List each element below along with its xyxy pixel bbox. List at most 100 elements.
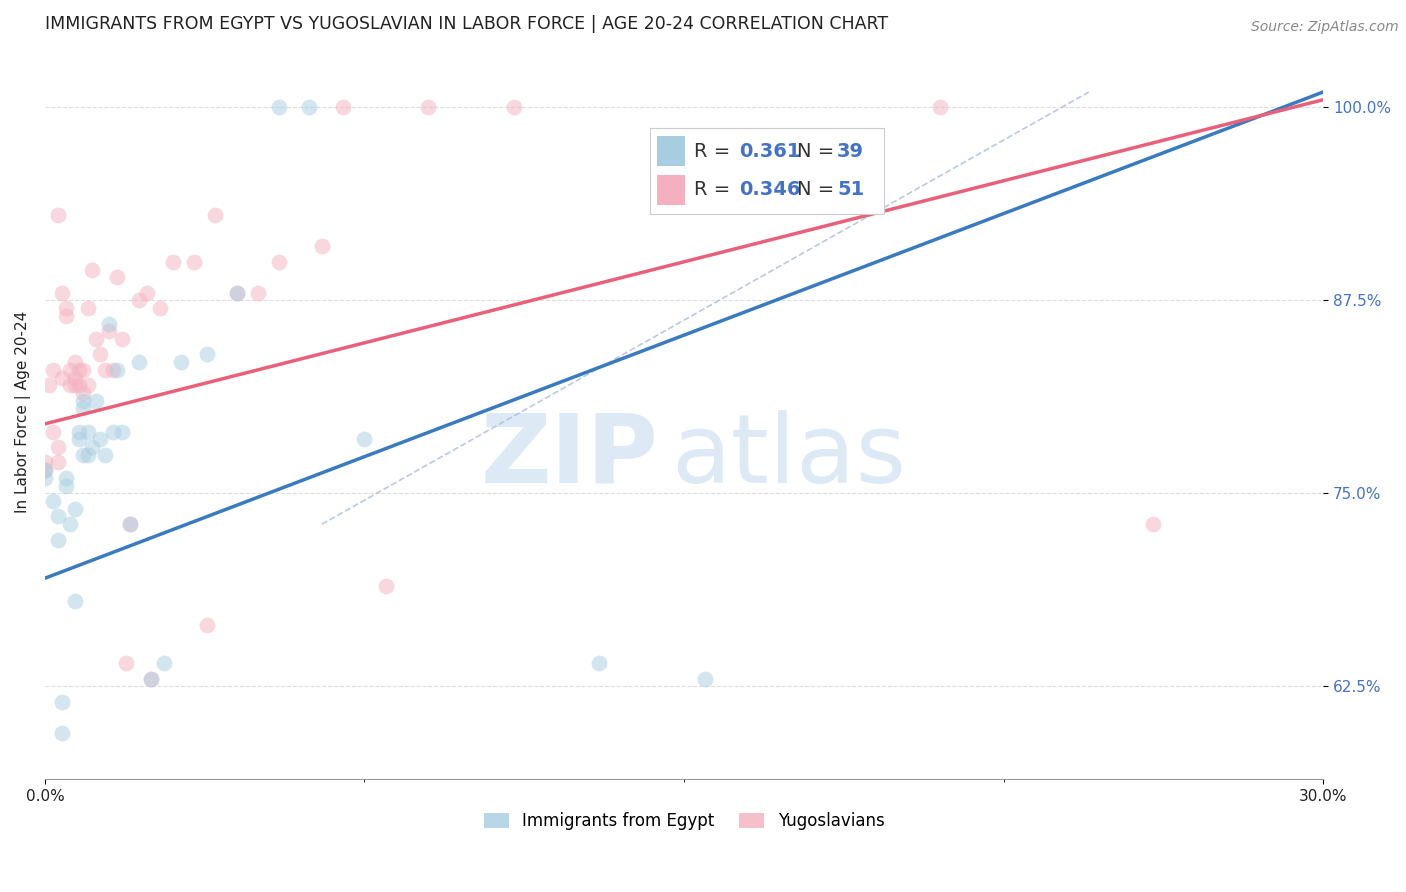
Point bbox=[225, 285, 247, 300]
Text: R =: R = bbox=[695, 142, 731, 161]
Point bbox=[76, 448, 98, 462]
Point bbox=[63, 501, 86, 516]
Point bbox=[502, 100, 524, 114]
Point bbox=[110, 425, 132, 439]
Point bbox=[59, 363, 82, 377]
Point bbox=[89, 347, 111, 361]
Point bbox=[72, 393, 94, 408]
Point bbox=[72, 448, 94, 462]
Point bbox=[353, 432, 375, 446]
Point bbox=[105, 363, 128, 377]
Point bbox=[34, 463, 56, 477]
Point bbox=[115, 656, 138, 670]
Point bbox=[55, 478, 77, 492]
Point bbox=[269, 254, 291, 268]
Bar bbox=[657, 175, 685, 205]
Legend: Immigrants from Egypt, Yugoslavians: Immigrants from Egypt, Yugoslavians bbox=[477, 805, 891, 837]
Point bbox=[153, 656, 176, 670]
Point bbox=[105, 270, 128, 285]
Point bbox=[418, 100, 440, 114]
Point bbox=[695, 672, 717, 686]
Point bbox=[51, 285, 73, 300]
Point bbox=[141, 672, 163, 686]
Point bbox=[72, 363, 94, 377]
Point bbox=[55, 301, 77, 315]
Point bbox=[59, 378, 82, 392]
Point bbox=[101, 363, 124, 377]
Point bbox=[46, 440, 69, 454]
Text: R =: R = bbox=[695, 180, 731, 200]
Point bbox=[246, 285, 269, 300]
Point bbox=[34, 455, 56, 469]
Point bbox=[51, 695, 73, 709]
Point bbox=[55, 309, 77, 323]
Point bbox=[269, 100, 291, 114]
Point bbox=[136, 285, 159, 300]
Point bbox=[59, 517, 82, 532]
Point bbox=[84, 332, 107, 346]
Text: 39: 39 bbox=[837, 142, 865, 161]
Text: Source: ZipAtlas.com: Source: ZipAtlas.com bbox=[1251, 20, 1399, 34]
Text: 51: 51 bbox=[837, 180, 865, 200]
Point bbox=[1142, 517, 1164, 532]
Point bbox=[55, 471, 77, 485]
Point bbox=[93, 448, 115, 462]
Point bbox=[51, 370, 73, 384]
Point bbox=[204, 209, 226, 223]
Point bbox=[93, 363, 115, 377]
Point bbox=[89, 432, 111, 446]
Point bbox=[72, 386, 94, 401]
Point bbox=[141, 672, 163, 686]
Y-axis label: In Labor Force | Age 20-24: In Labor Force | Age 20-24 bbox=[15, 311, 31, 514]
Point bbox=[97, 317, 120, 331]
Bar bbox=[657, 136, 685, 166]
Point bbox=[374, 579, 396, 593]
Point bbox=[183, 254, 205, 268]
Text: IMMIGRANTS FROM EGYPT VS YUGOSLAVIAN IN LABOR FORCE | AGE 20-24 CORRELATION CHAR: IMMIGRANTS FROM EGYPT VS YUGOSLAVIAN IN … bbox=[45, 15, 889, 33]
Point bbox=[149, 301, 172, 315]
Point bbox=[63, 355, 86, 369]
Point bbox=[34, 463, 56, 477]
Point bbox=[225, 285, 247, 300]
Point bbox=[128, 293, 150, 308]
Point bbox=[67, 425, 90, 439]
Text: atlas: atlas bbox=[671, 409, 907, 503]
Point bbox=[72, 401, 94, 416]
Text: N =: N = bbox=[797, 142, 835, 161]
Point bbox=[97, 324, 120, 338]
Point bbox=[84, 393, 107, 408]
Point bbox=[195, 347, 218, 361]
Point bbox=[34, 471, 56, 485]
Point bbox=[42, 494, 65, 508]
Point bbox=[67, 363, 90, 377]
Point bbox=[332, 100, 354, 114]
Point bbox=[128, 355, 150, 369]
Point bbox=[195, 617, 218, 632]
Point bbox=[162, 254, 184, 268]
Text: 0.346: 0.346 bbox=[738, 180, 800, 200]
Text: 0.361: 0.361 bbox=[738, 142, 800, 161]
Point bbox=[76, 301, 98, 315]
Point bbox=[46, 509, 69, 524]
Point bbox=[38, 378, 60, 392]
Point bbox=[101, 425, 124, 439]
Point bbox=[46, 455, 69, 469]
Point bbox=[76, 378, 98, 392]
Point bbox=[120, 517, 142, 532]
Point bbox=[311, 239, 333, 253]
Point bbox=[588, 656, 610, 670]
Text: ZIP: ZIP bbox=[481, 409, 658, 503]
Point bbox=[80, 440, 103, 454]
Point bbox=[76, 425, 98, 439]
Point bbox=[67, 378, 90, 392]
Point bbox=[63, 378, 86, 392]
Point bbox=[42, 425, 65, 439]
Point bbox=[928, 100, 950, 114]
Point bbox=[67, 432, 90, 446]
Point bbox=[63, 594, 86, 608]
Point bbox=[42, 363, 65, 377]
Point bbox=[120, 517, 142, 532]
Point bbox=[63, 370, 86, 384]
Point bbox=[80, 262, 103, 277]
Point bbox=[298, 100, 321, 114]
